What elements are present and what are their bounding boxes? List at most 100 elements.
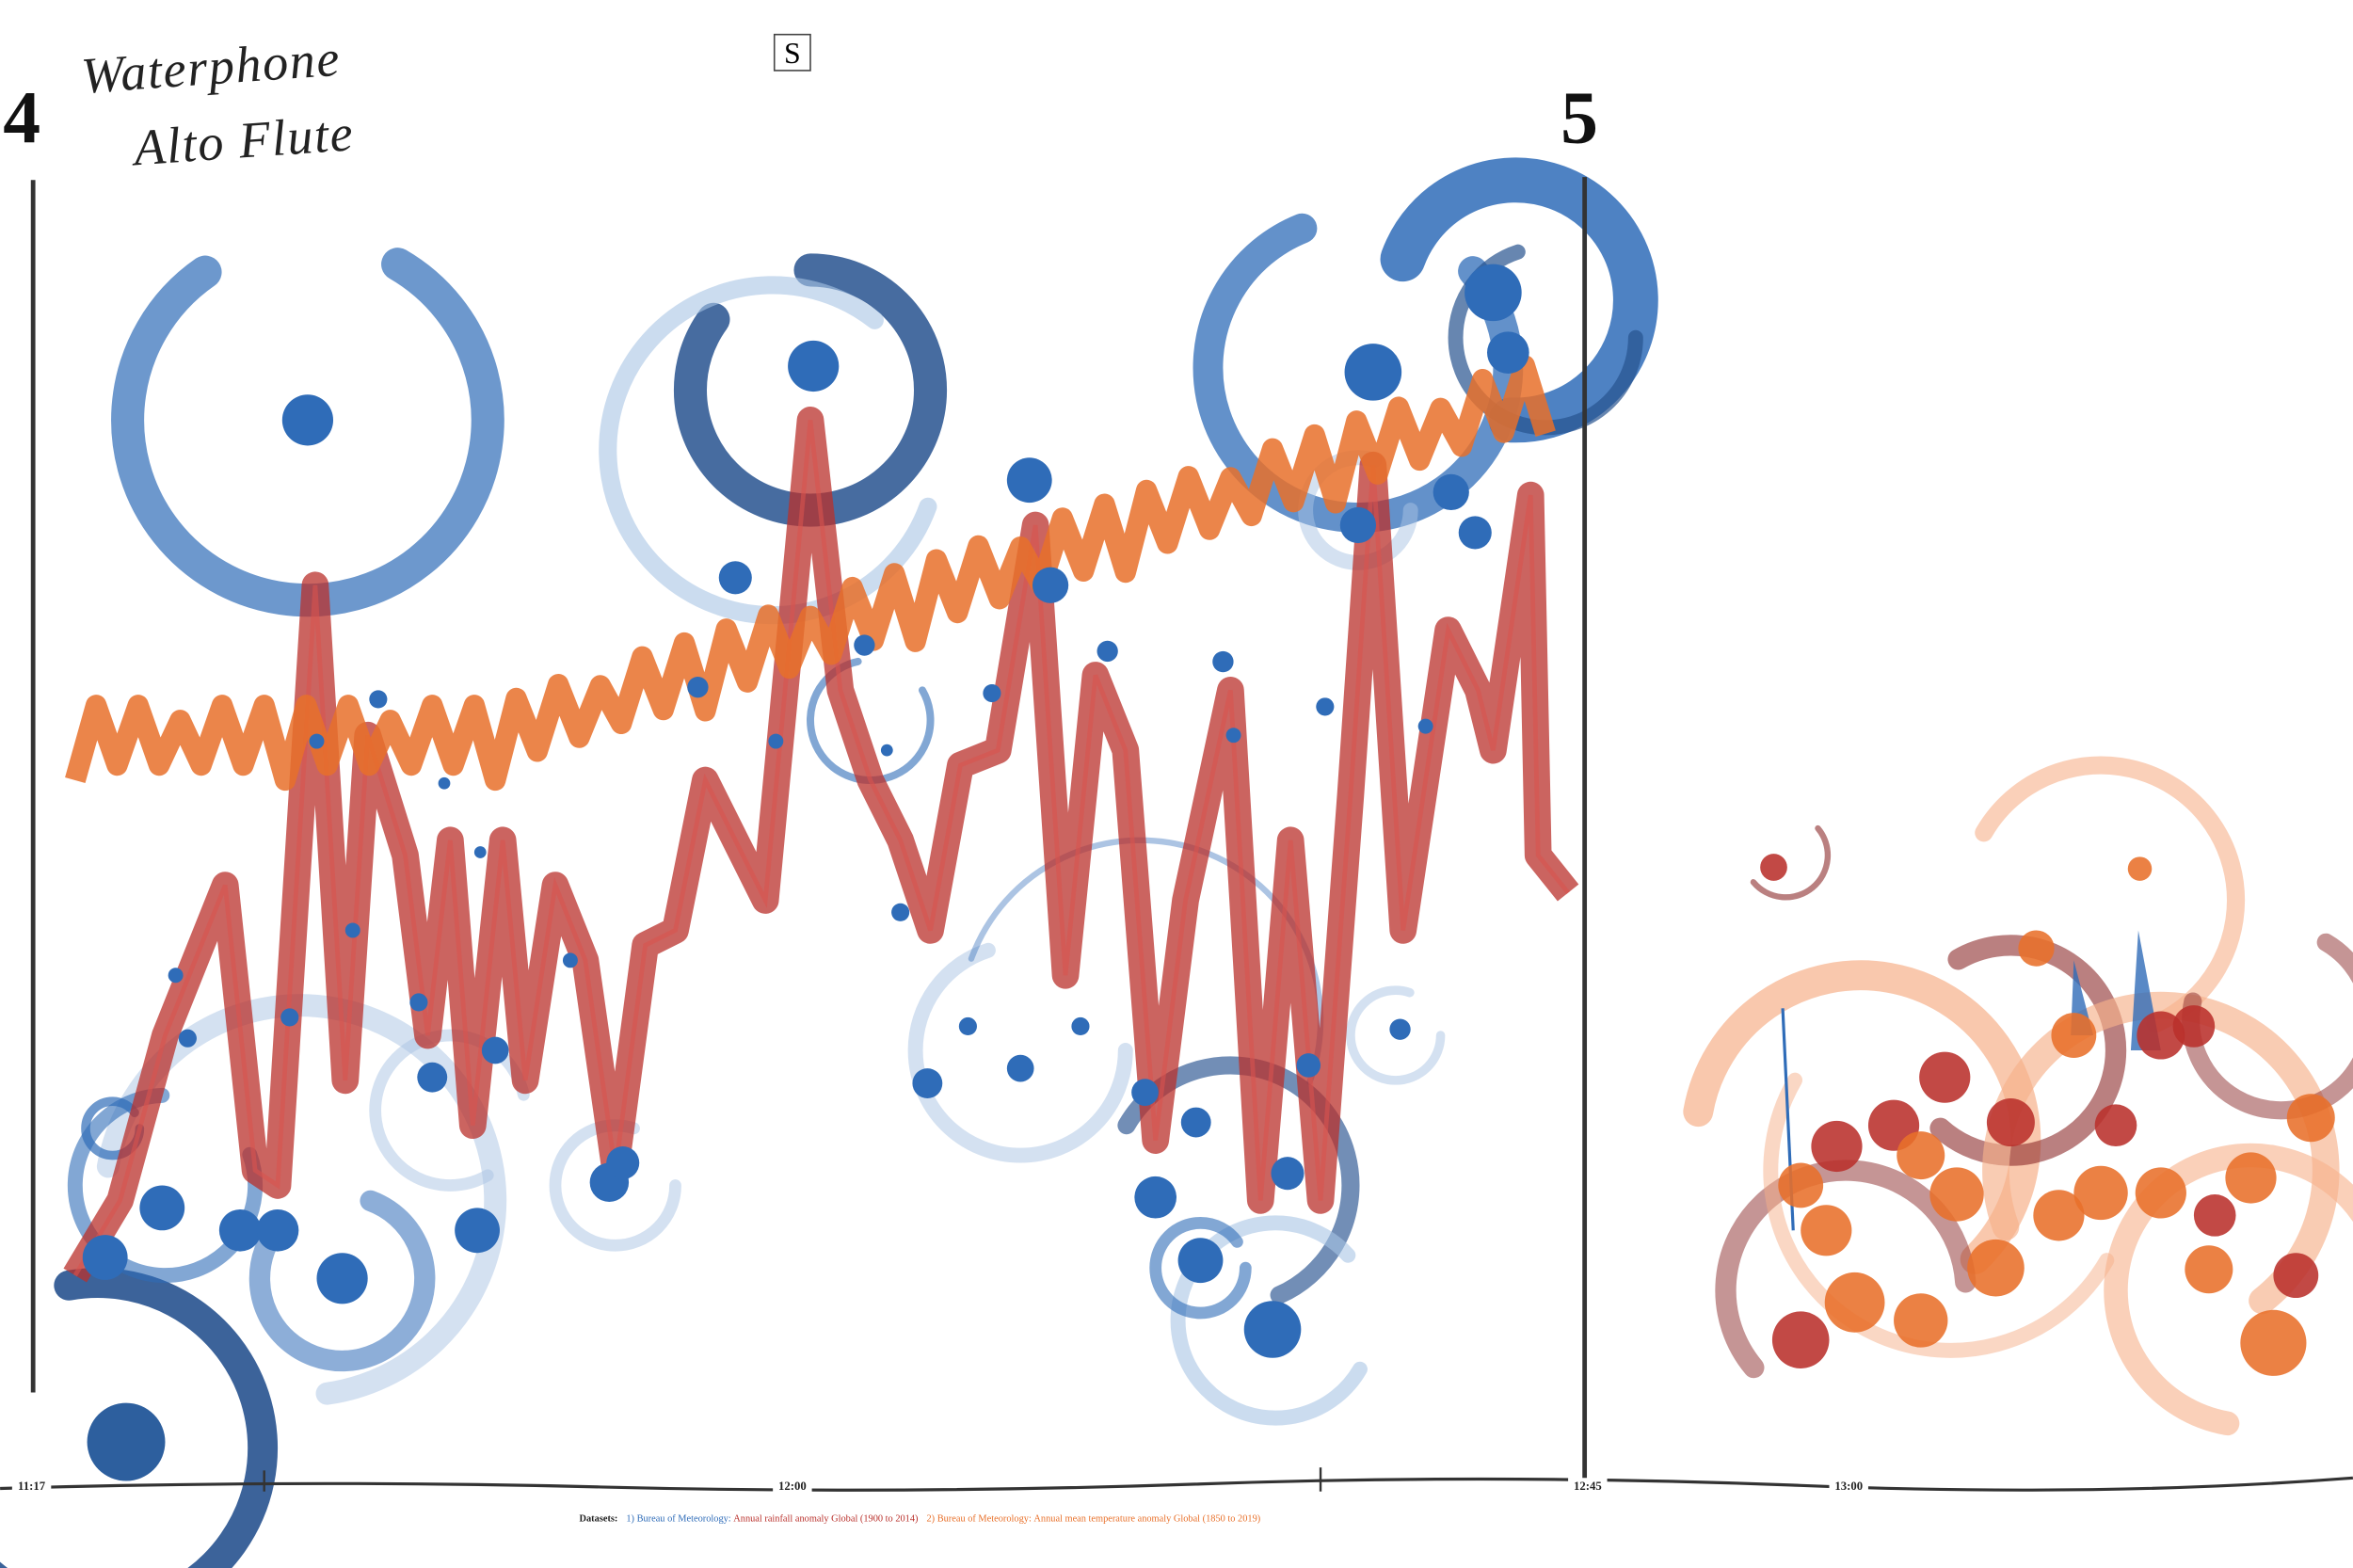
cluster-dot (2240, 1309, 2307, 1376)
decoration (0, 157, 2353, 1568)
dataset-title: Annual rainfall anomaly Global (1900 to … (733, 1514, 918, 1525)
blue-dot (1316, 697, 1335, 716)
marker-box (773, 33, 811, 72)
time-label: 12:45 (1574, 1480, 1602, 1493)
instrument: Waterphone (79, 30, 342, 104)
blue-dot (983, 683, 1001, 703)
cluster-dot (1811, 1120, 1863, 1173)
blue-dot (606, 1146, 640, 1180)
label-bg (11, 1478, 52, 1494)
blue-dot (139, 1185, 185, 1231)
blue-dot (1225, 728, 1241, 744)
cluster-dot (1778, 1162, 1824, 1208)
cluster-dot (1919, 1051, 1971, 1103)
blue-dot (1271, 1157, 1305, 1191)
brush-ring (111, 223, 504, 617)
blue-dot (369, 690, 388, 709)
brush-ring (1895, 935, 2127, 1166)
blue-dot (1487, 331, 1529, 374)
blue-dot (1071, 1016, 1090, 1036)
dataset-title: Annual mean temperature anomaly Global (… (1033, 1514, 1260, 1525)
cluster-dot (1986, 1097, 2035, 1147)
blue-dot (82, 1235, 128, 1280)
cluster-dot (2033, 1190, 2085, 1241)
blue-dot (1212, 650, 1234, 673)
blue-dot (1339, 506, 1377, 544)
cluster-dot (2286, 1094, 2335, 1143)
brush-ring (248, 1185, 436, 1372)
blue-dot (718, 561, 752, 595)
blue-dot (417, 1062, 448, 1093)
cluster-dot (1967, 1239, 2025, 1297)
instrument: Alto Flute (129, 104, 356, 176)
blue-dot (788, 340, 840, 392)
blue-dot (1433, 473, 1469, 511)
time-label: 13:00 (1834, 1480, 1863, 1493)
blue-dot (438, 776, 451, 790)
blue-dot (562, 952, 578, 968)
brush-ring (1680, 960, 2041, 1320)
datasets-label: Datasets: (580, 1514, 618, 1525)
blue-dot (1096, 640, 1118, 663)
blue-dot (1389, 1018, 1411, 1040)
brush-ring (599, 276, 948, 625)
blue-dot (473, 846, 487, 858)
brush-ring (1740, 809, 1832, 901)
cluster-dot (1894, 1293, 1948, 1348)
blue-dot (316, 1253, 368, 1304)
blue-dot (1243, 1301, 1302, 1358)
blue-dot (1177, 1238, 1224, 1284)
blue-dot (256, 1208, 299, 1252)
brush-ring (1346, 985, 1446, 1085)
cluster-dot (2135, 1167, 2186, 1219)
blue-dot (880, 744, 893, 757)
blue-dot (481, 1036, 509, 1064)
label-bg (1568, 1478, 1608, 1494)
cluster-dot (2051, 1013, 2097, 1058)
cluster-dot (2018, 930, 2055, 967)
blue-dot (409, 993, 428, 1012)
label-bg (773, 1478, 812, 1494)
blue-dot (854, 634, 875, 656)
brush-ring (0, 1268, 279, 1568)
blue-dot (281, 394, 334, 446)
timeline-labels: 11:17 12:00 12:45 13:00 (11, 1478, 1868, 1494)
blue-dot (1417, 718, 1433, 734)
cluster-dot (1771, 1311, 1830, 1368)
blue-dot (178, 1029, 197, 1048)
blue-dot (1032, 567, 1069, 603)
dataset-source: 1) Bureau of Meteorology: (626, 1514, 730, 1525)
brush-ring (907, 937, 1133, 1163)
cluster-dot (2185, 1245, 2233, 1294)
cluster-dot (1929, 1167, 1984, 1222)
blue-dot (1006, 1054, 1034, 1082)
blue-dot (309, 733, 325, 749)
blue-dot (455, 1208, 500, 1254)
cluster-dot (1824, 1272, 1885, 1333)
blue-dot (1006, 457, 1052, 504)
blue-dot (1180, 1107, 1211, 1138)
marker: S (784, 37, 801, 70)
brush-ring (2182, 920, 2353, 1120)
brush-ring (2104, 1143, 2353, 1438)
time-label: 12:00 (778, 1480, 807, 1493)
blue-dot (1296, 1053, 1321, 1078)
cluster-dot (2137, 1011, 2185, 1060)
blue-dot (687, 677, 709, 698)
blue-dot (1134, 1176, 1176, 1219)
cluster-dot (2073, 1165, 2128, 1221)
cluster-dot (2273, 1253, 2319, 1299)
brush-ring (1957, 756, 2246, 1045)
blue-dot (344, 922, 360, 938)
section-number: 5 (1561, 76, 1598, 159)
blue-dot (87, 1402, 166, 1481)
blue-dot (1131, 1079, 1159, 1106)
blue-dot (912, 1068, 943, 1098)
cluster-dot (2172, 1005, 2216, 1048)
time-label: 11:17 (18, 1480, 46, 1493)
section-number: 4 (3, 76, 40, 159)
blue-dot (768, 733, 784, 749)
datasets-note: Datasets: 1) Bureau of Meteorology: Annu… (580, 1514, 1261, 1525)
blue-dot (958, 1016, 977, 1036)
label-bg (1829, 1478, 1868, 1494)
